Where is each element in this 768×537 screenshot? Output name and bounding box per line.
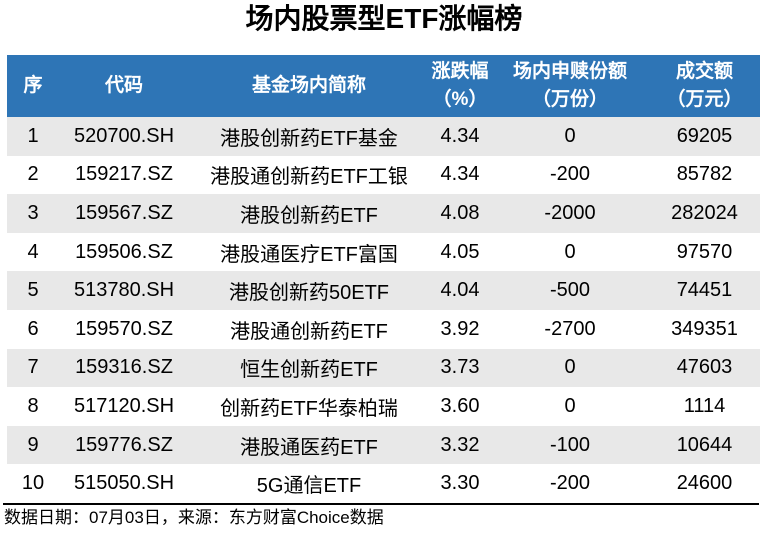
code-cell: 159506.SZ — [75, 240, 173, 263]
redemption-cell: 0 — [564, 356, 576, 379]
col-header-redemption: 场内申赎份额 （万份） — [512, 61, 627, 110]
turnover-cell: 282024 — [671, 201, 738, 224]
col-header-turnover: 成交额 （万元） — [666, 61, 743, 110]
turnover-cell: 97570 — [676, 240, 733, 263]
redemption-cell: 0 — [564, 394, 576, 417]
rank-cell: 3 — [27, 201, 39, 224]
code-cell: 159570.SZ — [75, 317, 173, 340]
change-cell: 3.92 — [440, 317, 480, 340]
rank-cell: 5 — [27, 279, 39, 302]
rank-cell: 2 — [27, 163, 39, 186]
code-cell: 513780.SH — [73, 279, 175, 302]
redemption-cell: -200 — [549, 163, 591, 186]
table-row: 5 513780.SH 港股创新药50ETF 4.04 -500 74451 — [7, 271, 760, 310]
rank-cell: 6 — [27, 317, 39, 340]
rank-cell: 8 — [27, 394, 39, 417]
change-cell: 3.32 — [440, 433, 480, 456]
table-row: 2 159217.SZ 港股通创新药ETF工银 4.34 -200 85782 — [7, 155, 760, 195]
table-row: 3 159567.SZ 港股创新药ETF 4.08 -2000 282024 — [7, 194, 760, 233]
name-cell: 港股通医药ETF — [240, 436, 378, 459]
turnover-cell: 1114 — [683, 394, 726, 417]
col-header-name: 基金场内简称 — [251, 75, 366, 97]
redemption-cell: 0 — [564, 124, 576, 147]
change-cell: 4.04 — [440, 279, 480, 302]
rank-cell: 7 — [27, 356, 39, 379]
name-cell: 创新药ETF华泰柏瑞 — [220, 397, 398, 420]
turnover-cell: 349351 — [671, 317, 738, 340]
col-header-seq: 序 — [23, 75, 43, 97]
table-header-row: 序 代码 基金场内简称 涨跌幅 （%） 场内申赎份额 （万份） 成交额 （万元） — [7, 55, 760, 117]
change-cell: 3.73 — [440, 356, 480, 379]
change-cell: 4.34 — [440, 163, 480, 186]
code-cell: 515050.SH — [73, 472, 175, 495]
change-cell: 4.34 — [440, 124, 480, 147]
redemption-cell: -2000 — [544, 201, 596, 224]
table-row: 7 159316.SZ 恒生创新药ETF 3.73 0 47603 — [7, 348, 760, 388]
name-cell: 港股创新药50ETF — [228, 282, 390, 305]
rank-cell: 1 — [27, 124, 39, 147]
etf-rank-table: 序 代码 基金场内简称 涨跌幅 （%） 场内申赎份额 （万份） 成交额 （万元）… — [7, 55, 760, 503]
code-cell: 159567.SZ — [75, 201, 173, 224]
name-cell: 港股通医疗ETF富国 — [220, 243, 398, 266]
code-cell: 517120.SH — [73, 394, 175, 417]
name-cell: 5G通信ETF — [256, 475, 362, 498]
change-cell: 3.60 — [440, 394, 480, 417]
turnover-cell: 10644 — [676, 433, 733, 456]
table-bottom-divider — [3, 503, 759, 505]
redemption-cell: -2700 — [544, 317, 596, 340]
code-cell: 520700.SH — [73, 124, 175, 147]
redemption-cell: -100 — [549, 433, 591, 456]
col-header-code: 代码 — [104, 75, 143, 97]
table-row: 6 159570.SZ 港股通创新药ETF 3.92 -2700 349351 — [7, 309, 760, 349]
name-cell: 港股创新药ETF — [240, 204, 378, 227]
turnover-cell: 85782 — [676, 163, 733, 186]
name-cell: 港股创新药ETF基金 — [220, 127, 398, 150]
turnover-cell: 47603 — [676, 356, 733, 379]
table-row: 1 520700.SH 港股创新药ETF基金 4.34 0 69205 — [7, 117, 760, 156]
rank-cell: 10 — [21, 472, 45, 495]
rank-cell: 4 — [27, 240, 39, 263]
turnover-cell: 74451 — [676, 279, 733, 302]
page-title: 场内股票型ETF涨幅榜 — [245, 3, 523, 34]
redemption-cell: -500 — [549, 279, 591, 302]
change-cell: 4.08 — [440, 201, 480, 224]
code-cell: 159217.SZ — [75, 163, 173, 186]
name-cell: 港股通创新药ETF — [230, 320, 388, 343]
table-row: 8 517120.SH 创新药ETF华泰柏瑞 3.60 0 1114 — [7, 387, 760, 426]
data-source-note: 数据日期：07月03日，来源：东方财富Choice数据 — [4, 508, 384, 527]
table-row: 4 159506.SZ 港股通医疗ETF富国 4.05 0 97570 — [7, 232, 760, 272]
turnover-cell: 24600 — [676, 472, 733, 495]
change-cell: 3.30 — [440, 472, 480, 495]
name-cell: 恒生创新药ETF — [240, 359, 378, 382]
table-row: 9 159776.SZ 港股通医药ETF 3.32 -100 10644 — [7, 425, 760, 465]
col-header-change: 涨跌幅 （%） — [431, 61, 489, 110]
code-cell: 159776.SZ — [75, 433, 173, 456]
turnover-cell: 69205 — [676, 124, 733, 147]
redemption-cell: 0 — [564, 240, 576, 263]
name-cell: 港股通创新药ETF工银 — [210, 166, 408, 189]
table-row: 10 515050.SH 5G通信ETF 3.30 -200 24600 — [7, 464, 760, 503]
code-cell: 159316.SZ — [75, 356, 173, 379]
change-cell: 4.05 — [440, 240, 480, 263]
redemption-cell: -200 — [549, 472, 591, 495]
rank-cell: 9 — [27, 433, 39, 456]
